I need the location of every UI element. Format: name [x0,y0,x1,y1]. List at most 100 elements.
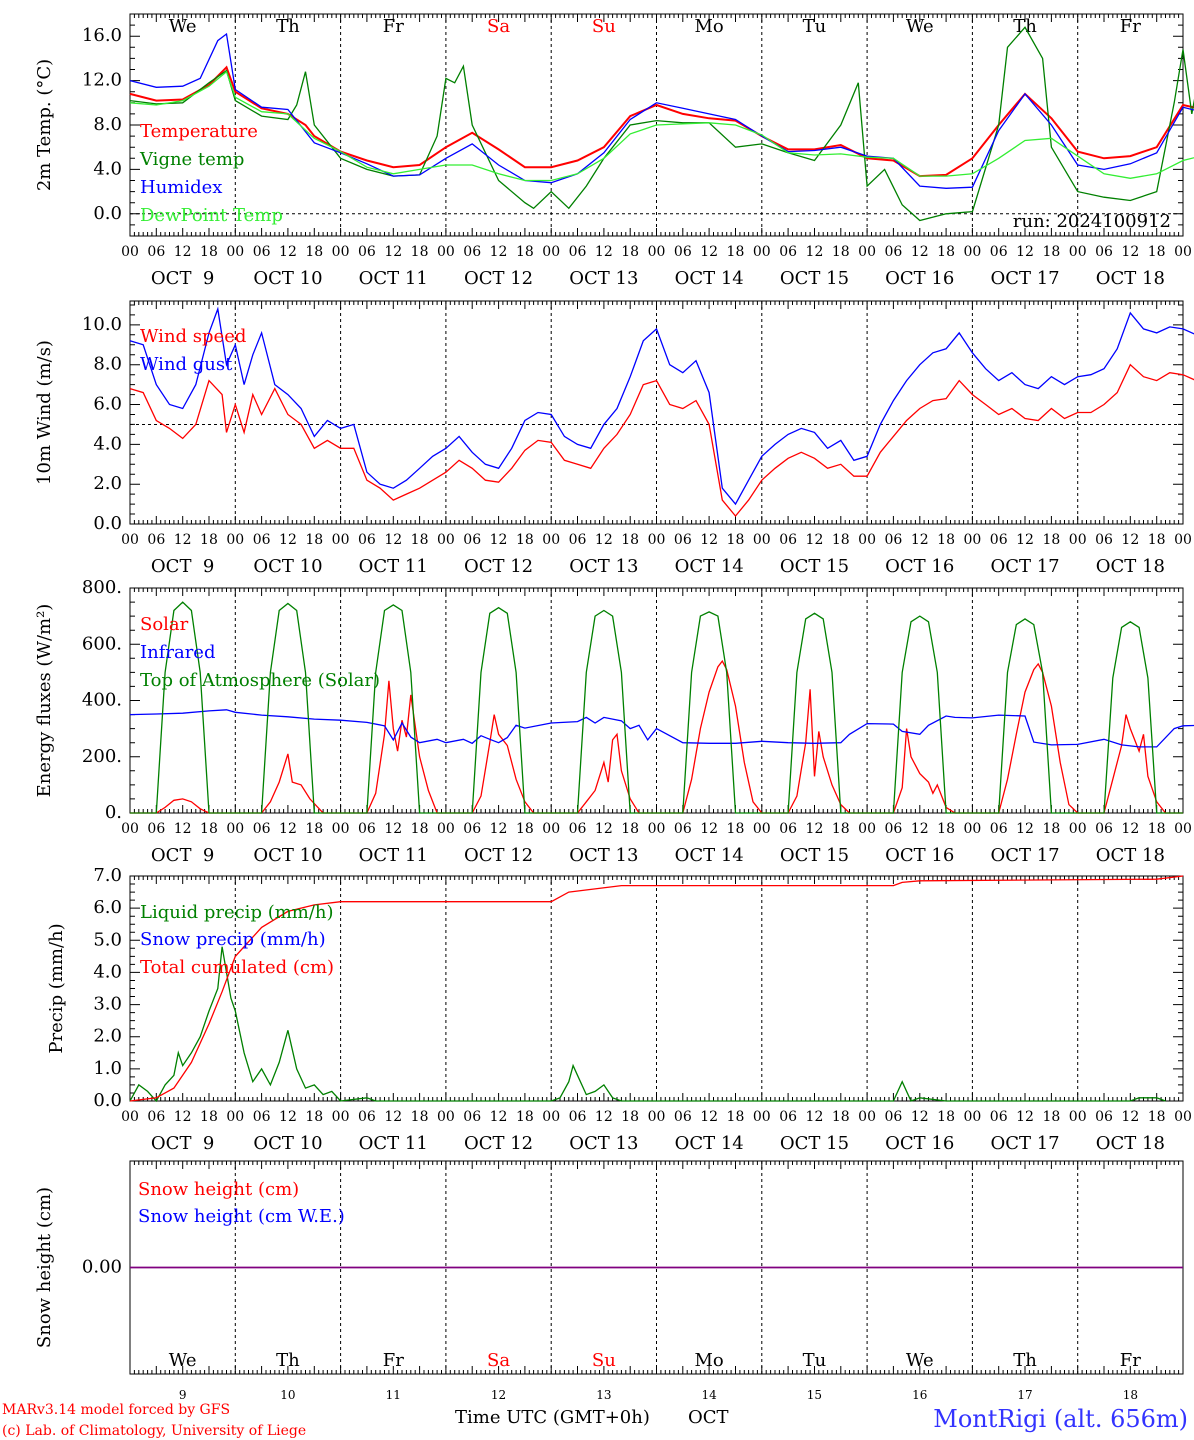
hour-tick-label: 00 [226,1109,244,1125]
date-label: OCT 9 [151,1133,214,1154]
hour-tick-label: 18 [832,1109,850,1125]
date-label: OCT 11 [359,1133,428,1154]
hour-tick-label: 06 [885,1109,903,1125]
hour-tick-label: 12 [911,244,929,260]
hour-tick-label: 06 [358,532,376,548]
hour-tick-label: 18 [411,532,429,548]
y-tick-label: 600. [82,633,122,654]
y-tick-label: 4.0 [93,433,122,454]
day-number: 16 [912,1388,927,1402]
date-label: OCT 15 [780,268,849,289]
hour-tick-label: 00 [121,532,139,548]
day-name: Tu [803,1350,827,1371]
hour-tick-label: 00 [1174,532,1192,548]
model-credit: MARv3.14 model forced by GFS [2,1402,230,1418]
hour-tick-label: 12 [384,821,402,837]
hour-tick-label: 12 [1121,244,1139,260]
hour-tick-label: 00 [648,532,666,548]
y-tick-label: 16.0 [82,25,122,46]
date-label: OCT 16 [885,268,954,289]
hour-tick-label: 18 [937,532,955,548]
hour-tick-label: 06 [674,244,692,260]
hour-tick-label: 00 [858,244,876,260]
y-axis-label: Snow height (cm) [34,1187,55,1348]
legend-entry: Humidex [140,177,222,198]
date-label: OCT 16 [885,556,954,577]
day-number: 17 [1017,1388,1032,1402]
date-label: OCT 10 [253,845,322,866]
day-name: We [169,16,197,37]
hour-tick-label: 06 [779,532,797,548]
hour-tick-label: 18 [727,532,745,548]
day-number: 18 [1123,1388,1138,1402]
day-number: 9 [179,1388,187,1402]
date-label: OCT 16 [885,1133,954,1154]
panel-frame [129,300,1184,525]
hour-tick-label: 00 [542,244,560,260]
series-line [129,946,1166,1103]
hour-tick-label: 00 [1069,821,1087,837]
hour-tick-label: 18 [200,1109,218,1125]
hour-tick-label: 18 [411,1109,429,1125]
y-tick-label: 4.0 [93,158,122,179]
panel-1: 0.0 4.0 8.0 12.0 16.0 2m Temp. (°C) We Th Fr Sa Su… [34,13,1194,289]
hour-tick-label: 00 [121,821,139,837]
series-line [129,65,1194,178]
hour-tick-label: 06 [147,821,165,837]
hour-tick-label: 12 [279,821,297,837]
x-ticks [129,1161,1184,1374]
date-label: OCT 18 [1096,268,1165,289]
hour-tick-label: 00 [437,1109,455,1125]
hour-tick-label: 12 [490,244,508,260]
hour-tick-label: 18 [1148,1109,1166,1125]
date-label: OCT 14 [675,556,744,577]
panel-frame [129,587,1184,814]
date-label: OCT 15 [780,556,849,577]
hour-tick-label: 00 [437,532,455,548]
y-tick-label: 0.00 [82,1257,122,1278]
hour-tick-label: 12 [1016,532,1034,548]
legend-entry: Snow height (cm) [138,1179,299,1200]
date-label: OCT 17 [990,556,1059,577]
hour-tick-label: 00 [1069,532,1087,548]
hour-tick-label: 06 [253,821,271,837]
panel-5: 0.00 Snow height (cm) Snow height (cm) Snow… [34,1160,1184,1402]
y-axis-label: 10m Wind (m/s) [34,340,55,485]
hour-tick-label: 18 [305,1109,323,1125]
hour-tick-label: 00 [121,1109,139,1125]
hour-tick-label: 12 [1121,821,1139,837]
hour-tick-label: 12 [490,532,508,548]
day-number: 12 [491,1388,506,1402]
hour-tick-label: 12 [595,532,613,548]
hour-tick-label: 18 [200,244,218,260]
date-label: OCT 12 [464,845,533,866]
legend-entry: Solar [140,614,189,635]
hour-tick-label: 12 [384,1109,402,1125]
hour-tick-label: 06 [674,821,692,837]
hour-tick-label: 12 [1121,532,1139,548]
date-label: OCT 12 [464,1133,533,1154]
legend-entry: Liquid precip (mm/h) [140,902,334,923]
hour-tick-label: 06 [358,244,376,260]
hour-tick-label: 18 [832,821,850,837]
y-tick-label: 8.0 [93,114,122,135]
hour-tick-label: 00 [121,244,139,260]
hour-tick-label: 12 [595,821,613,837]
hour-tick-label: 18 [727,1109,745,1125]
hour-tick-label: 18 [1042,532,1060,548]
hour-tick-label: 00 [1069,244,1087,260]
hour-tick-label: 06 [990,821,1008,837]
month-label: OCT [688,1407,729,1428]
y-tick-label: 6.0 [93,394,122,415]
hour-tick-label: 00 [858,821,876,837]
hour-tick-label: 06 [253,532,271,548]
hour-tick-label: 06 [1095,1109,1113,1125]
hour-tick-label: 12 [1016,244,1034,260]
hour-tick-label: 12 [806,244,824,260]
hour-tick-label: 12 [595,1109,613,1125]
hour-tick-label: 18 [305,821,323,837]
series-line [129,26,1194,222]
hour-tick-label: 00 [963,244,981,260]
y-tick-label: 1.0 [93,1058,122,1079]
date-label: OCT 9 [151,556,214,577]
